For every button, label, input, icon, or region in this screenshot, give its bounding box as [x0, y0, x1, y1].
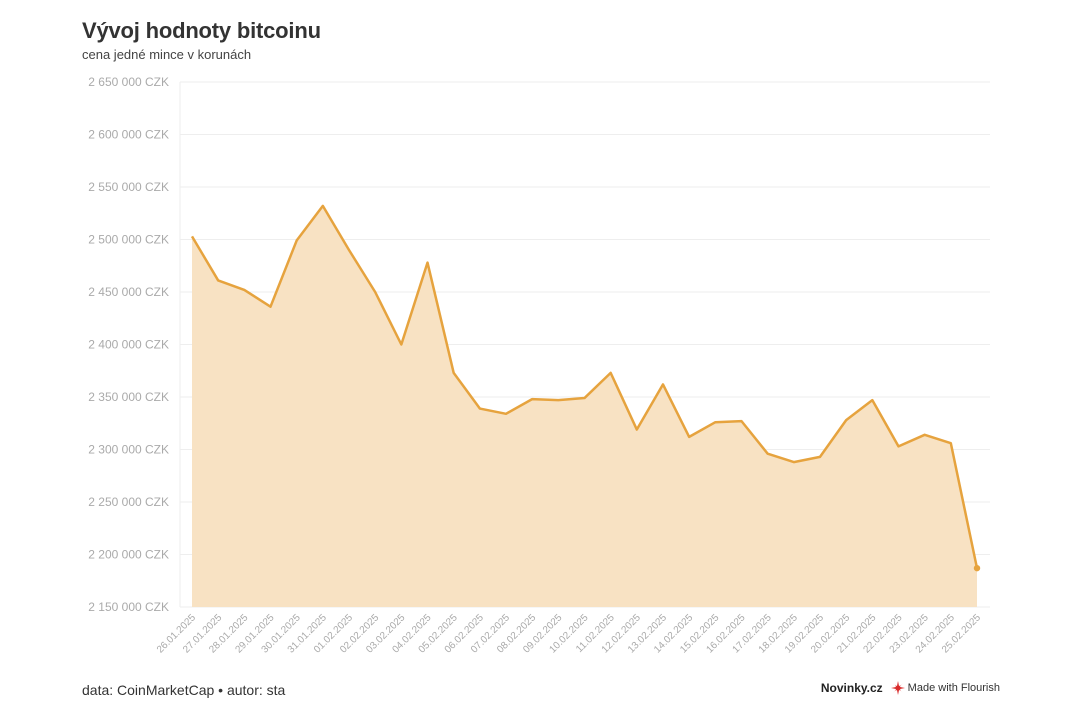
x-axis-ticks: 26.01.202527.01.202528.01.202529.01.2025… [155, 612, 983, 655]
data-point[interactable] [739, 419, 744, 424]
data-point[interactable] [896, 444, 901, 449]
y-tick-label: 2 450 000 CZK [88, 285, 169, 299]
y-tick-label: 2 250 000 CZK [88, 495, 169, 509]
data-point[interactable] [477, 406, 482, 411]
data-point[interactable] [216, 278, 221, 283]
area-fill [192, 205, 977, 607]
flourish-star-icon [890, 681, 905, 695]
data-point[interactable] [634, 427, 639, 432]
data-point[interactable] [530, 397, 535, 402]
point-layer [190, 203, 981, 572]
chart-header: Vývoj hodnoty bitcoinu cena jedné mince … [82, 18, 321, 62]
data-point[interactable] [713, 420, 718, 425]
data-point[interactable] [190, 234, 195, 239]
data-point[interactable] [582, 396, 587, 401]
y-tick-label: 2 550 000 CZK [88, 180, 169, 194]
data-point[interactable] [268, 304, 273, 309]
y-axis-ticks: 2 150 000 CZK 2 200 000 CZK 2 250 000 CZK 2… [88, 75, 169, 614]
data-point[interactable] [844, 418, 849, 423]
flourish-link[interactable]: Made with Flourish [890, 681, 1000, 695]
y-tick-label: 2 500 000 CZK [88, 233, 169, 247]
line-layer [190, 204, 979, 569]
y-tick-label: 2 400 000 CZK [88, 338, 169, 352]
data-point[interactable] [922, 432, 927, 437]
y-tick-label: 2 600 000 CZK [88, 128, 169, 142]
data-point[interactable] [661, 382, 666, 387]
footer-source: data: CoinMarketCap • autor: sta [82, 682, 286, 698]
data-point[interactable] [373, 290, 378, 295]
y-tick-label: 2 200 000 CZK [88, 548, 169, 562]
brand-logo: Novinky.cz [820, 681, 883, 695]
data-point[interactable] [242, 287, 247, 292]
data-point[interactable] [791, 460, 796, 465]
data-point[interactable] [818, 454, 823, 459]
data-point[interactable] [973, 564, 981, 572]
footer-credits: Novinky.cz Made with Flourish [821, 681, 1000, 695]
data-point[interactable] [294, 238, 299, 243]
data-point[interactable] [504, 411, 509, 416]
chart-title: Vývoj hodnoty bitcoinu [82, 18, 321, 43]
data-point[interactable] [347, 248, 352, 253]
series-line [190, 204, 979, 569]
flourish-label: Made with Flourish [907, 682, 1000, 694]
data-point[interactable] [870, 398, 875, 403]
data-point[interactable] [425, 260, 430, 265]
data-point[interactable] [451, 370, 456, 375]
data-point[interactable] [556, 398, 561, 403]
y-tick-label: 2 150 000 CZK [88, 600, 169, 614]
data-point[interactable] [608, 370, 613, 375]
area-fill-layer [192, 205, 977, 607]
data-point[interactable] [948, 441, 953, 446]
y-tick-label: 2 300 000 CZK [88, 443, 169, 457]
y-tick-label: 2 650 000 CZK [88, 75, 169, 89]
chart-subtitle: cena jedné mince v korunách [82, 47, 252, 62]
data-point[interactable] [765, 451, 770, 456]
data-point[interactable] [399, 342, 404, 347]
data-point[interactable] [687, 434, 692, 439]
y-tick-label: 2 350 000 CZK [88, 390, 169, 404]
data-point[interactable] [320, 203, 325, 208]
